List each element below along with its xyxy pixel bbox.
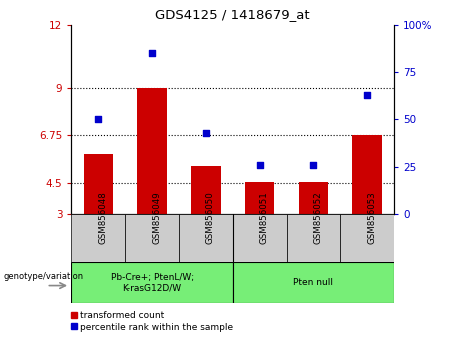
Text: GSM856048: GSM856048 [98, 192, 107, 244]
Text: genotype/variation: genotype/variation [4, 272, 84, 281]
Bar [125, 214, 179, 262]
Text: Pb-Cre+; PtenL/W;
K-rasG12D/W: Pb-Cre+; PtenL/W; K-rasG12D/W [111, 273, 194, 292]
Point [310, 162, 317, 168]
Bar [287, 214, 340, 262]
Title: GDS4125 / 1418679_at: GDS4125 / 1418679_at [155, 8, 310, 21]
Bar [353, 135, 382, 214]
Point [364, 92, 371, 98]
Text: GSM856053: GSM856053 [367, 192, 376, 244]
Bar [191, 166, 221, 214]
Legend: transformed count, percentile rank within the sample: transformed count, percentile rank withi… [67, 307, 237, 335]
Bar [340, 214, 394, 262]
Text: GSM856052: GSM856052 [313, 192, 323, 244]
Point [148, 50, 156, 56]
Bar [245, 182, 274, 214]
Point [256, 162, 263, 168]
Text: GSM856049: GSM856049 [152, 192, 161, 244]
Bar [71, 214, 125, 262]
Text: GSM856051: GSM856051 [260, 192, 269, 244]
Bar [71, 262, 233, 303]
Point [202, 130, 210, 136]
Bar [233, 214, 287, 262]
Bar [83, 154, 113, 214]
Bar [137, 88, 167, 214]
Bar [299, 182, 328, 214]
Text: GSM856050: GSM856050 [206, 192, 215, 244]
Bar [233, 262, 394, 303]
Point [95, 116, 102, 122]
Bar [179, 214, 233, 262]
Text: Pten null: Pten null [294, 278, 333, 287]
